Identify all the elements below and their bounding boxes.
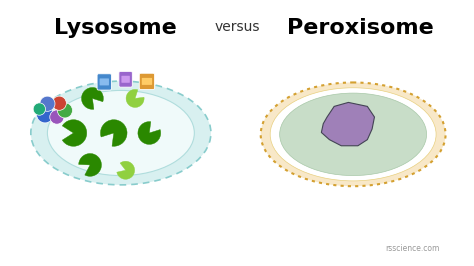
- Text: Peroxisome: Peroxisome: [287, 18, 433, 38]
- Circle shape: [36, 106, 54, 123]
- Ellipse shape: [261, 82, 446, 186]
- Circle shape: [33, 103, 46, 115]
- Wedge shape: [126, 89, 144, 107]
- FancyBboxPatch shape: [142, 78, 152, 85]
- Wedge shape: [82, 88, 103, 109]
- FancyBboxPatch shape: [97, 74, 111, 90]
- Text: rsscience.com: rsscience.com: [385, 244, 439, 253]
- Ellipse shape: [31, 81, 211, 185]
- Text: Lysosome: Lysosome: [54, 18, 176, 38]
- Wedge shape: [100, 120, 127, 146]
- Circle shape: [57, 103, 73, 118]
- Text: versus: versus: [214, 20, 260, 34]
- Ellipse shape: [270, 88, 436, 181]
- FancyBboxPatch shape: [100, 78, 109, 85]
- Ellipse shape: [280, 93, 427, 176]
- Wedge shape: [79, 153, 101, 176]
- Polygon shape: [321, 102, 374, 146]
- Circle shape: [50, 110, 64, 124]
- Wedge shape: [138, 122, 161, 144]
- FancyBboxPatch shape: [119, 71, 132, 87]
- Circle shape: [40, 96, 55, 111]
- Ellipse shape: [47, 90, 194, 176]
- Wedge shape: [117, 161, 135, 179]
- Circle shape: [52, 96, 66, 110]
- FancyBboxPatch shape: [139, 73, 155, 90]
- FancyBboxPatch shape: [121, 76, 130, 83]
- Wedge shape: [62, 120, 87, 146]
